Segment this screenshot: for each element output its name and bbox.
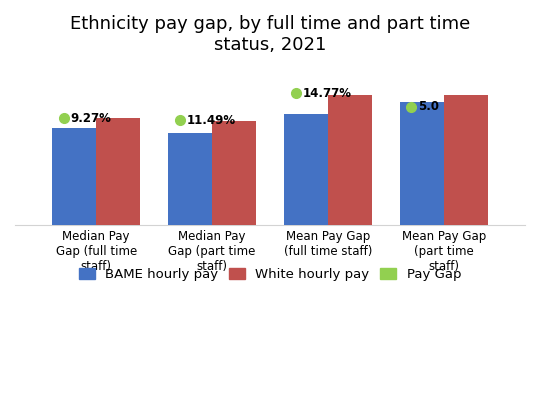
Text: 14.77%: 14.77% [302,87,352,100]
Text: 9.27%: 9.27% [71,112,112,125]
Bar [328,94,372,225]
Bar [444,94,488,225]
Text: 5.0: 5.0 [418,100,440,113]
Bar [400,102,444,225]
Bar [52,128,96,225]
Text: 11.49%: 11.49% [186,114,235,127]
Bar [284,114,328,225]
Bar [168,133,212,225]
Legend: BAME hourly pay, White hourly pay, Pay Gap: BAME hourly pay, White hourly pay, Pay G… [73,263,467,286]
Title: Ethnicity pay gap, by full time and part time
status, 2021: Ethnicity pay gap, by full time and part… [70,15,470,54]
Bar [96,118,140,225]
Bar [212,121,256,225]
